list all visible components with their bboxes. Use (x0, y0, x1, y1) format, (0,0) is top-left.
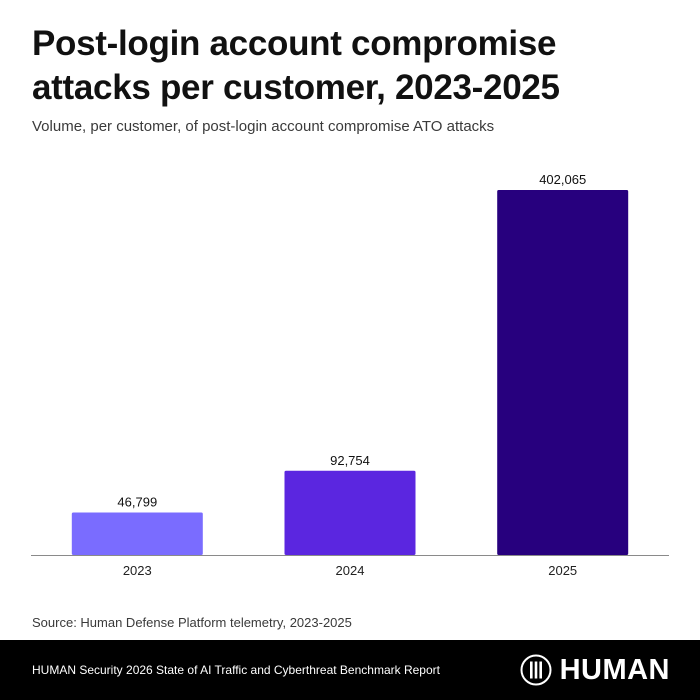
chart-title: Post-login account compromise attacks pe… (32, 24, 560, 107)
bar-chart: 46,799 2023 92,754 2024 402,065 2025 (0, 160, 700, 590)
report-name: HUMAN Security 2026 State of AI Traffic … (32, 663, 440, 677)
logo-wordmark: HUMAN (559, 654, 670, 686)
data-label-2025: 402,065 (539, 172, 586, 187)
x-tick-label-2023: 2023 (123, 563, 152, 578)
data-label-2024: 92,754 (330, 453, 370, 468)
x-tick-label-2024: 2024 (336, 563, 365, 578)
chart-subtitle: Volume, per customer, of post-login acco… (32, 118, 495, 135)
source-note: Source: Human Defense Platform telemetry… (32, 615, 352, 630)
human-logo-icon (520, 654, 552, 686)
chart-canvas: 46,799 2023 92,754 2024 402,065 2025 (31, 172, 669, 578)
bar-2024 (284, 470, 416, 555)
bar-2025 (497, 190, 629, 555)
footer-bar: HUMAN Security 2026 State of AI Traffic … (0, 640, 700, 700)
bar-2023 (71, 512, 203, 555)
x-tick-label-2025: 2025 (548, 563, 577, 578)
human-logo: HUMAN (520, 652, 670, 688)
data-label-2023: 46,799 (117, 495, 157, 510)
